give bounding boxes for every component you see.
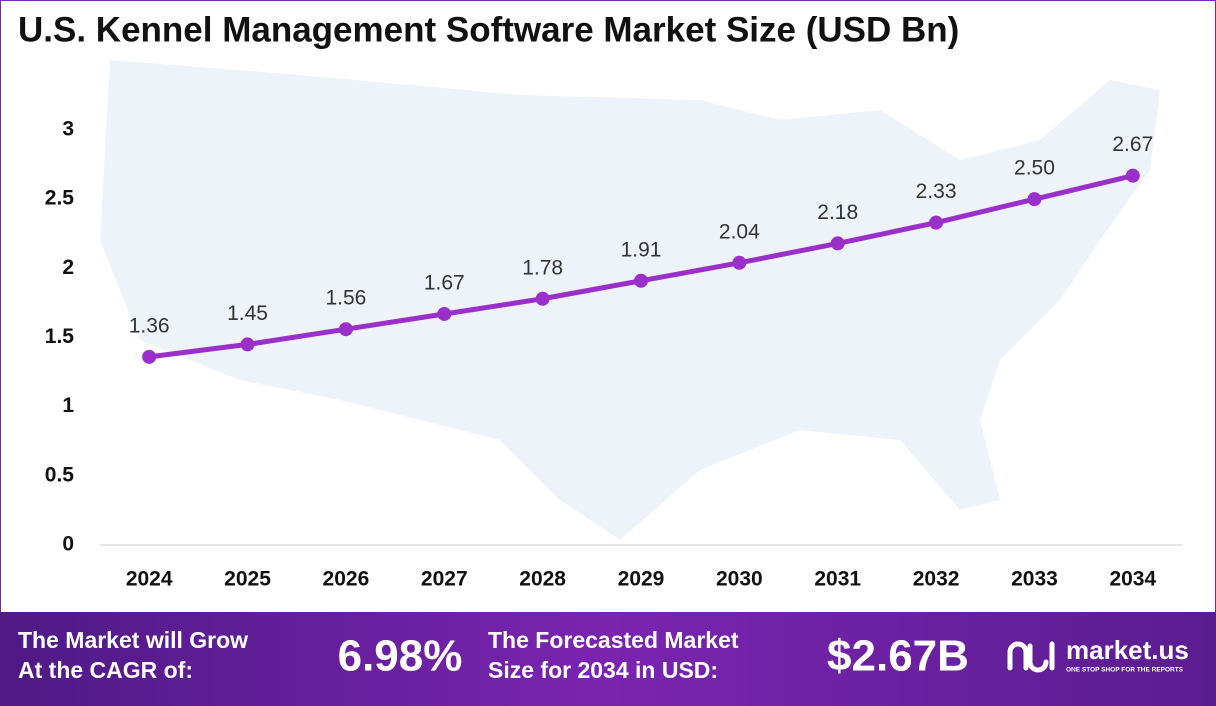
- x-tick-label: 2024: [126, 568, 173, 591]
- brand-logo: [1007, 641, 1055, 673]
- forecast-text: The Forecasted Market: [488, 627, 739, 653]
- marker: [142, 349, 157, 364]
- marker: [437, 306, 452, 321]
- y-tick-label: 1.5: [45, 325, 75, 348]
- data-label: 1.91: [621, 238, 662, 261]
- marker: [240, 337, 255, 352]
- data-label: 1.78: [522, 256, 563, 279]
- data-label: 2.50: [1014, 157, 1055, 180]
- forecast-value: $2.67B: [827, 632, 969, 681]
- x-tick-label: 2034: [1109, 568, 1156, 591]
- x-tick-label: 2033: [1011, 568, 1058, 591]
- x-tick-label: 2025: [224, 568, 271, 591]
- x-tick-label: 2027: [421, 568, 468, 591]
- marker: [634, 273, 648, 288]
- footer-band: [0, 612, 1216, 706]
- x-tick-label: 2026: [323, 568, 370, 591]
- y-tick-label: 1: [62, 394, 74, 417]
- x-tick-label: 2030: [716, 568, 763, 591]
- marker: [732, 255, 747, 270]
- marker: [1125, 168, 1140, 183]
- marker: [929, 215, 944, 230]
- data-label: 2.67: [1112, 133, 1153, 156]
- data-label: 2.04: [719, 220, 760, 243]
- y-tick-label: 0.5: [45, 463, 75, 486]
- data-label: 2.18: [817, 201, 858, 224]
- data-label: 2.33: [916, 180, 957, 203]
- cagr-text: The Market will Grow: [18, 627, 248, 653]
- marker: [535, 291, 550, 306]
- forecast-text: Size for 2034 in USD:: [488, 657, 718, 683]
- x-tick-label: 2028: [519, 568, 566, 591]
- marker: [830, 236, 845, 251]
- y-tick-label: 2.5: [45, 187, 75, 210]
- x-tick-label: 2029: [618, 568, 665, 591]
- y-tick-label: 3: [62, 118, 74, 141]
- y-tick-label: 2: [62, 256, 74, 279]
- x-tick-label: 2032: [913, 568, 960, 591]
- data-label: 1.36: [129, 314, 170, 337]
- marker: [1027, 192, 1042, 207]
- data-label: 1.45: [227, 302, 268, 325]
- cagr-text: At the CAGR of:: [18, 657, 193, 683]
- data-label: 1.56: [325, 287, 366, 310]
- cagr-value: 6.98%: [338, 632, 463, 681]
- map-background: [100, 60, 1160, 540]
- tagline: ONE STOP SHOP FOR THE REPORTS: [1066, 667, 1184, 674]
- data-label: 1.67: [424, 272, 465, 295]
- y-tick-label: 0: [62, 533, 74, 556]
- x-tick-label: 2031: [814, 568, 861, 591]
- chart-title: U.S. Kennel Management Software Market S…: [18, 10, 959, 49]
- brand: market.us: [1066, 635, 1189, 665]
- marker: [338, 322, 353, 337]
